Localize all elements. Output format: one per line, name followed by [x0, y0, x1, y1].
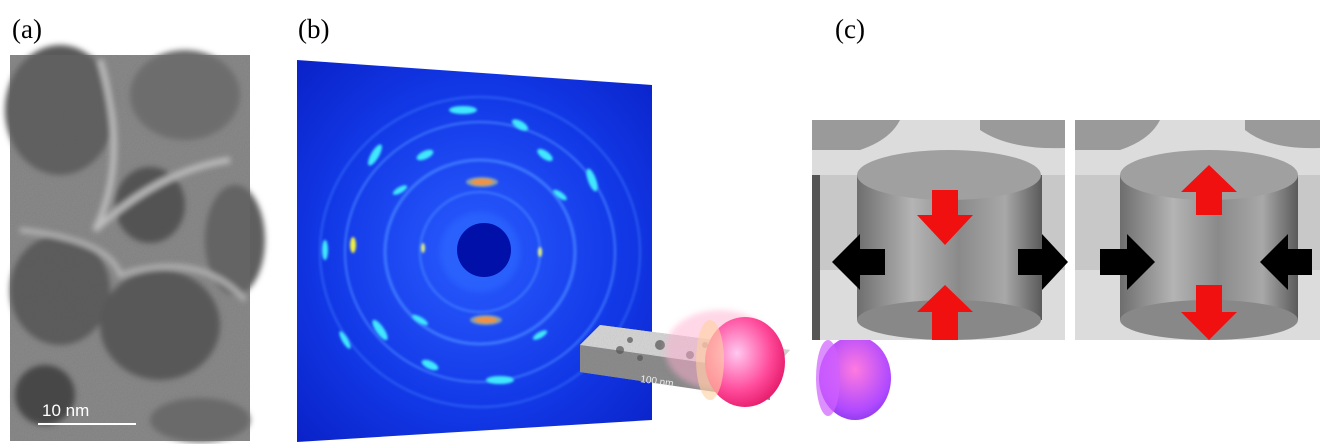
- strain-diagram-compress: [812, 120, 1068, 340]
- scale-bar-label: 100 nm: [640, 374, 675, 390]
- strain-diagram-stretch: [1075, 120, 1320, 340]
- scale-bar-label: 10 nm: [42, 401, 89, 420]
- panel-label: (c): [835, 14, 865, 44]
- particle-red: [665, 310, 785, 407]
- tem-image: 10 nm: [5, 45, 265, 442]
- panel-label: (b): [298, 14, 329, 44]
- particle-purple: [816, 336, 891, 420]
- diffraction-pattern: [297, 60, 652, 442]
- panel-label: (a): [12, 14, 42, 44]
